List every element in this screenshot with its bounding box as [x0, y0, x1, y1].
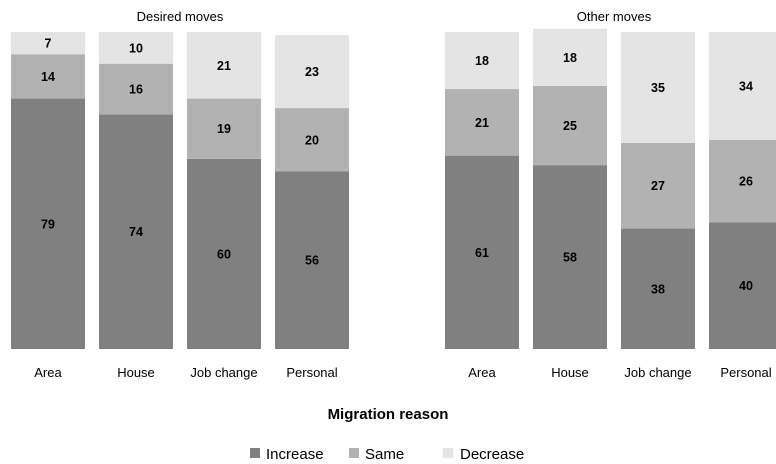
x-tick-label: Job change	[624, 365, 691, 380]
bar-segment-increase	[709, 222, 776, 349]
bar-segment-decrease	[621, 32, 695, 143]
bar-segment-decrease	[11, 32, 85, 55]
data-label: 74	[129, 225, 143, 239]
panel-title: Desired moves	[137, 9, 224, 24]
panel-desired-moves: Desired moves 79 14 7 Area 74 16 10 House 60 19 21 J…	[11, 9, 349, 380]
bar-segment-same	[11, 54, 85, 99]
bar-segment-same	[275, 108, 349, 172]
data-label: 10	[129, 41, 143, 55]
legend-label-decrease: Decrease	[460, 446, 524, 463]
legend-swatch-decrease	[443, 448, 453, 458]
data-label: 14	[41, 70, 55, 84]
data-label: 40	[739, 279, 753, 293]
data-label: 79	[41, 217, 55, 231]
data-label: 26	[739, 174, 753, 188]
data-label: 18	[475, 54, 489, 68]
bar-segment-increase	[621, 228, 695, 349]
data-label: 18	[563, 51, 577, 65]
bar-segment-decrease	[445, 32, 519, 90]
x-tick-label: Personal	[286, 365, 337, 380]
bar-segment-same	[533, 85, 607, 166]
x-tick-label: House	[551, 365, 589, 380]
bar-segment-same	[99, 63, 173, 115]
data-label: 7	[45, 37, 52, 51]
bar-segment-decrease	[533, 28, 607, 86]
legend-swatch-same	[349, 448, 359, 458]
data-label: 58	[563, 251, 577, 265]
data-label: 60	[217, 247, 231, 261]
data-label: 21	[217, 59, 231, 73]
bar-segment-decrease	[709, 32, 776, 140]
data-label: 61	[475, 246, 489, 260]
bar-segment-increase	[11, 98, 85, 349]
data-label: 56	[305, 254, 319, 268]
bar-segment-increase	[275, 171, 349, 349]
bar-segment-decrease	[99, 32, 173, 64]
legend-label-same: Same	[365, 446, 404, 463]
bar-segment-decrease	[275, 35, 349, 109]
data-label: 16	[129, 83, 143, 97]
bar-segment-increase	[187, 158, 261, 349]
legend-swatch-increase	[250, 448, 260, 458]
data-label: 38	[651, 282, 665, 296]
data-label: 19	[217, 122, 231, 136]
data-label: 35	[651, 81, 665, 95]
bar-segment-increase	[99, 114, 173, 349]
bar-segment-same	[445, 89, 519, 156]
x-tick-label: House	[117, 365, 155, 380]
legend: Increase Same Decrease	[250, 446, 524, 463]
x-tick-label: Area	[468, 365, 496, 380]
bar-segment-same	[187, 98, 261, 159]
panel-other-moves: Other moves 61 21 18 Area 58 25 18 House 38 27 35 Jo…	[445, 9, 776, 380]
bar-segment-same	[621, 142, 695, 229]
x-tick-label: Job change	[190, 365, 257, 380]
data-label: 27	[651, 179, 665, 193]
x-tick-label: Personal	[720, 365, 771, 380]
x-axis-label: Migration reason	[328, 406, 449, 423]
bar-segment-increase	[533, 165, 607, 349]
data-label: 21	[475, 116, 489, 130]
data-label: 23	[305, 65, 319, 79]
data-label: 34	[739, 79, 753, 93]
x-tick-label: Area	[34, 365, 62, 380]
bar-segment-decrease	[187, 32, 261, 99]
bar-segment-same	[709, 139, 776, 223]
bar-segment-increase	[445, 155, 519, 349]
legend-label-increase: Increase	[266, 446, 324, 463]
panel-title: Other moves	[577, 9, 652, 24]
data-label: 25	[563, 119, 577, 133]
data-label: 20	[305, 133, 319, 147]
